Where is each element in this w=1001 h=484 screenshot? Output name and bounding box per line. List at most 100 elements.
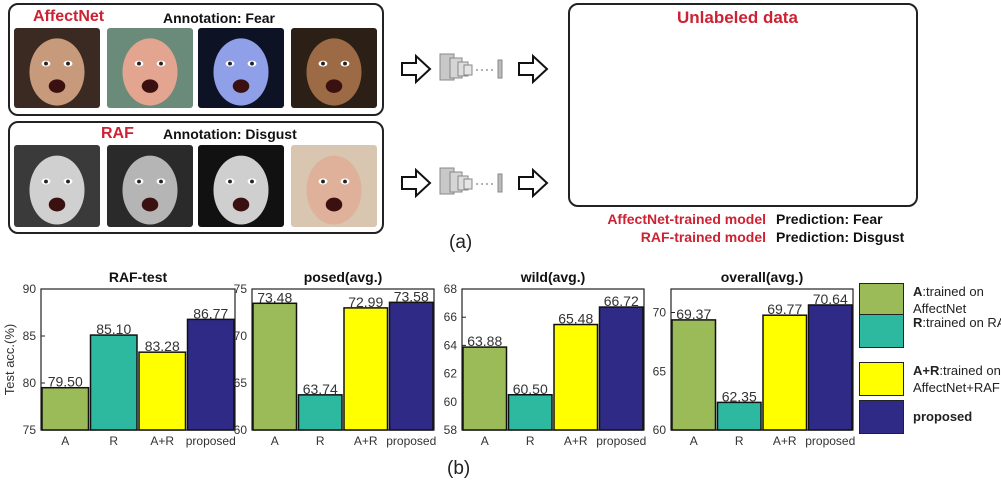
raf-annotation: Annotation: Disgust xyxy=(163,126,297,142)
face-thumbnail xyxy=(291,28,377,108)
y-tick-label: 75 xyxy=(234,282,248,296)
legend-label: A+R:trained on AffectNet+RAF xyxy=(913,362,1001,396)
bar xyxy=(186,318,235,431)
y-tick-label: 60 xyxy=(234,423,248,437)
bar-value-label: 72.99 xyxy=(348,294,383,310)
y-axis-label: Test acc.(%) xyxy=(2,324,17,396)
bar xyxy=(671,319,717,431)
bar-value-label: 73.48 xyxy=(257,289,292,305)
y-tick-label: 58 xyxy=(444,423,458,437)
legend-swatch xyxy=(859,283,904,317)
y-tick-label: 80 xyxy=(23,376,37,390)
x-tick-label: proposed xyxy=(186,434,236,448)
bar xyxy=(41,386,90,431)
bar-value-label: 85.10 xyxy=(96,321,131,337)
legend-label: R:trained on RAF xyxy=(913,314,1001,331)
x-tick-label: A xyxy=(271,434,279,448)
bar xyxy=(89,334,138,431)
unlabeled-title: Unlabeled data xyxy=(677,8,798,27)
chart-frame xyxy=(40,288,236,431)
y-tick-label: 66 xyxy=(444,310,458,324)
bar xyxy=(507,394,553,431)
legend-swatch xyxy=(859,362,904,396)
legend-swatch xyxy=(859,400,904,434)
chart-title: overall(avg.) xyxy=(721,269,803,285)
legend-key: A+R xyxy=(913,363,940,378)
legend-item: R:trained on RAF xyxy=(859,314,1001,348)
prediction-row-raf: RAF-trained model Prediction: Disgust xyxy=(578,229,905,245)
bar xyxy=(462,346,508,431)
unlabeled-panel xyxy=(568,3,918,207)
face-thumbnail xyxy=(198,28,284,108)
bar-value-label: 60.50 xyxy=(513,381,548,397)
legend-label: A:trained on AffectNet xyxy=(913,283,1001,317)
x-tick-label: proposed xyxy=(386,434,436,448)
bar-value-label: 63.74 xyxy=(303,381,338,397)
chart-frame xyxy=(670,288,854,431)
bar xyxy=(716,401,762,431)
x-tick-label: proposed xyxy=(805,434,855,448)
caption-a: (a) xyxy=(449,232,473,253)
bar-value-label: 69.77 xyxy=(767,301,802,317)
face-thumbnail xyxy=(291,145,377,227)
bar xyxy=(343,307,389,431)
prediction-label: Prediction: Disgust xyxy=(776,229,905,245)
legend-key: R xyxy=(913,315,923,330)
y-tick-label: 65 xyxy=(653,364,667,378)
chart-frame xyxy=(461,288,645,431)
bar xyxy=(553,323,599,431)
prediction-row-affectnet: AffectNet-trained model Prediction: Fear xyxy=(578,211,883,227)
y-tick-label: 70 xyxy=(234,329,248,343)
bar-value-label: 79.50 xyxy=(48,374,83,390)
face-thumbnail xyxy=(198,145,284,227)
y-tick-label: 60 xyxy=(444,395,458,409)
affectnet-annotation: Annotation: Fear xyxy=(163,10,275,26)
chart-title: RAF-test xyxy=(109,269,168,285)
y-tick-label: 60 xyxy=(653,423,667,437)
legend-description: :trained on AffectNet xyxy=(913,284,984,316)
prediction-model: AffectNet-trained model xyxy=(607,211,766,227)
y-tick-label: 64 xyxy=(444,338,458,352)
chart-title: wild(avg.) xyxy=(520,269,586,285)
bar xyxy=(252,302,298,431)
bar-value-label: 73.58 xyxy=(394,288,429,304)
bar-value-label: 62.35 xyxy=(722,388,757,404)
x-tick-label: R xyxy=(735,434,744,448)
x-tick-label: A xyxy=(690,434,698,448)
face-thumbnail xyxy=(107,28,193,108)
bar xyxy=(598,306,644,431)
x-tick-label: R xyxy=(316,434,325,448)
affectnet-title: AffectNet xyxy=(33,8,105,25)
legend-item: proposed xyxy=(859,400,1001,434)
x-tick-label: A xyxy=(481,434,489,448)
legend-description: :trained on AffectNet+RAF xyxy=(913,363,1001,395)
y-tick-label: 62 xyxy=(444,367,458,381)
caption-b: (b) xyxy=(447,458,471,479)
bar xyxy=(138,351,187,431)
legend-key: A xyxy=(913,284,923,299)
bar xyxy=(807,304,853,431)
bar-value-label: 66.72 xyxy=(604,293,639,309)
legend-key: proposed xyxy=(913,409,973,424)
bar-value-label: 86.77 xyxy=(193,305,228,321)
x-tick-label: A+R xyxy=(773,434,797,448)
x-tick-label: R xyxy=(109,434,118,448)
y-tick-label: 75 xyxy=(23,423,37,437)
y-tick-label: 90 xyxy=(23,282,37,296)
y-tick-label: 85 xyxy=(23,329,37,343)
legend-item: A+R:trained on AffectNet+RAF xyxy=(859,362,1001,396)
bar-value-label: 83.28 xyxy=(145,338,180,354)
raf-title: RAF xyxy=(101,125,134,142)
bar-value-label: 63.88 xyxy=(467,333,502,349)
y-tick-label: 65 xyxy=(234,376,248,390)
chart-title: posed(avg.) xyxy=(304,269,383,285)
chart-frame xyxy=(251,288,435,431)
legend-description: :trained on RAF xyxy=(922,315,1001,330)
bar-value-label: 70.64 xyxy=(813,291,848,307)
x-tick-label: A+R xyxy=(354,434,378,448)
prediction-label: Prediction: Fear xyxy=(776,211,883,227)
legend-swatch xyxy=(859,314,904,348)
prediction-model: RAF-trained model xyxy=(640,229,766,245)
y-tick-label: 70 xyxy=(653,306,667,320)
